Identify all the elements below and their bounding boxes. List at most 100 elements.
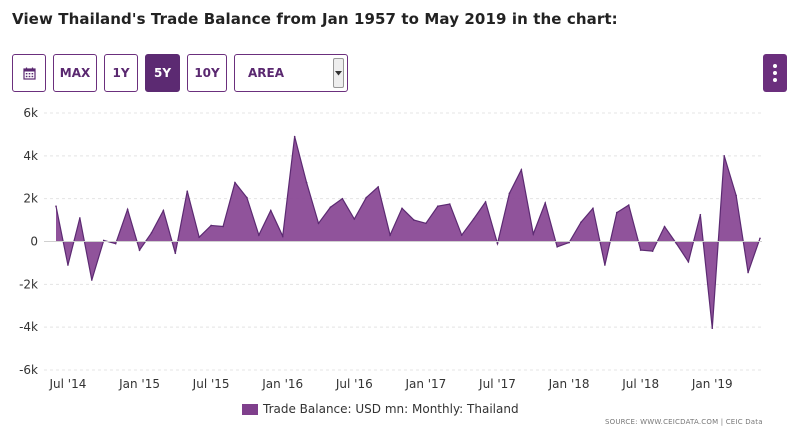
y-tick-label: -6k <box>19 363 38 377</box>
data-point <box>663 225 666 228</box>
data-point <box>258 234 260 236</box>
data-point <box>723 155 725 157</box>
data-point <box>735 194 737 197</box>
data-point <box>174 252 177 255</box>
data-point <box>711 327 714 330</box>
data-point <box>699 213 702 216</box>
chart-legend[interactable]: Trade Balance: USD mn: Monthly: Thailand <box>242 402 519 416</box>
data-point <box>281 235 284 237</box>
data-point <box>341 197 344 200</box>
range-5y-button[interactable]: 5Y <box>145 54 180 92</box>
data-point <box>102 239 105 242</box>
kebab-menu-icon-dot <box>773 64 777 68</box>
data-point <box>580 221 582 224</box>
data-point <box>246 196 248 199</box>
chart-type-value: AREA <box>248 66 285 80</box>
data-point <box>616 211 618 214</box>
x-tick-label: Jan '17 <box>404 377 446 391</box>
data-point <box>508 192 511 195</box>
data-point <box>365 196 368 199</box>
x-axis: Jul '14 Jan '15 Jul '15 Jan '16 Jul '16 Jan '… <box>48 377 732 391</box>
y-tick-label: 6k <box>23 106 38 120</box>
x-tick-label: Jan '19 <box>691 377 733 391</box>
data-point <box>544 202 547 204</box>
data-point <box>484 201 487 203</box>
range-10y-button[interactable]: 10Y <box>187 54 227 92</box>
date-range-button[interactable] <box>12 54 46 92</box>
data-point <box>293 135 296 138</box>
data-point <box>437 205 439 207</box>
x-tick-label: Jul '15 <box>192 377 230 391</box>
y-tick-label: 2k <box>23 192 38 206</box>
y-tick-label: 4k <box>23 149 38 163</box>
select-arrow-box <box>333 58 344 88</box>
source-credit: SOURCE: WWW.CEICDATA.COM | CEIC Data <box>605 418 763 426</box>
y-tick-label: 0 <box>30 235 38 249</box>
series-area <box>56 136 760 329</box>
data-point <box>198 236 200 239</box>
data-point <box>67 264 69 266</box>
data-point <box>592 207 594 210</box>
chart-menu-button[interactable] <box>763 54 787 92</box>
x-tick-label: Jul '14 <box>48 377 86 391</box>
chevron-down-icon <box>335 70 342 75</box>
data-point <box>377 186 379 188</box>
data-point <box>138 249 141 251</box>
series-line <box>55 136 761 329</box>
data-point <box>126 208 129 211</box>
data-point <box>210 224 212 227</box>
data-point <box>759 237 761 240</box>
area-layer <box>44 135 762 330</box>
data-point <box>532 233 535 235</box>
data-point <box>425 222 427 225</box>
data-point <box>389 234 391 236</box>
range-1y-button[interactable]: 1Y <box>104 54 138 92</box>
x-tick-label: Jul '16 <box>335 377 373 391</box>
data-point <box>305 181 308 184</box>
data-point <box>329 206 332 209</box>
chart-toolbar: MAX 1Y 5Y 10Y AREA <box>12 54 348 92</box>
data-point <box>91 279 93 281</box>
data-point <box>556 246 558 248</box>
x-tick-label: Jan '15 <box>118 377 160 391</box>
x-tick-label: Jan '18 <box>548 377 590 391</box>
data-point <box>496 242 499 245</box>
data-point <box>150 232 153 234</box>
kebab-menu-icon-dot <box>773 78 777 82</box>
data-point <box>55 205 57 207</box>
data-point <box>234 181 236 184</box>
data-point <box>472 218 475 220</box>
data-point <box>79 217 81 219</box>
data-point <box>675 242 678 245</box>
page-title: View Thailand's Trade Balance from Jan 1… <box>12 10 618 28</box>
data-point <box>520 168 523 171</box>
chart-type-select[interactable]: AREA <box>234 54 348 92</box>
data-point <box>460 234 463 236</box>
data-point <box>222 225 224 228</box>
range-max-button[interactable]: MAX <box>53 54 97 92</box>
y-tick-label: -4k <box>19 320 38 334</box>
data-point <box>747 271 749 274</box>
y-axis: -6k -4k -2k 0 2k 4k 6k <box>19 106 38 377</box>
data-point <box>687 261 690 263</box>
x-tick-label: Jul '18 <box>621 377 659 391</box>
data-point <box>186 190 189 192</box>
data-point <box>448 203 451 205</box>
y-tick-label: -2k <box>19 277 38 291</box>
trade-balance-chart: -6k -4k -2k 0 2k 4k 6k Jul '14 Jan '15 Jul '15 Ja… <box>19 106 762 391</box>
data-point <box>353 218 356 220</box>
legend-swatch <box>242 403 258 415</box>
data-point <box>413 219 415 221</box>
data-point <box>604 264 606 266</box>
data-point <box>401 207 403 210</box>
data-point <box>651 250 654 252</box>
calendar-icon <box>22 67 36 80</box>
data-point <box>317 222 320 225</box>
data-point <box>627 204 630 206</box>
data-point <box>269 209 272 212</box>
x-tick-label: Jul '17 <box>478 377 516 391</box>
data-point <box>639 249 642 251</box>
data-point <box>114 242 117 245</box>
kebab-menu-icon-dot <box>773 71 777 75</box>
data-point <box>162 209 165 212</box>
